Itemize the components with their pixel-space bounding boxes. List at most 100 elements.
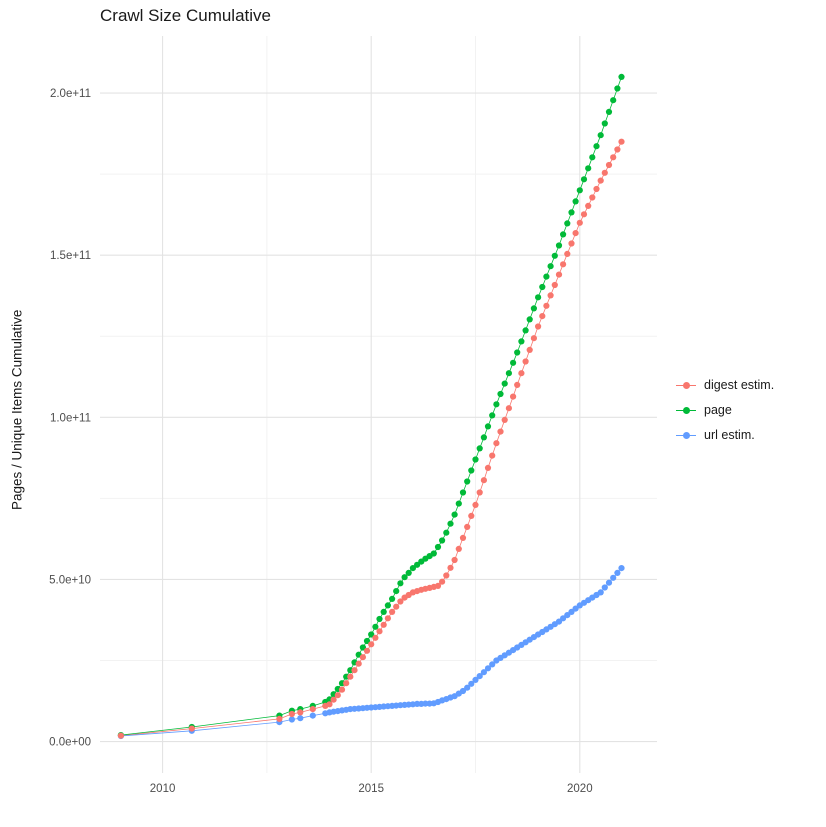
data-point (564, 220, 571, 227)
data-point (368, 641, 375, 648)
data-point (497, 390, 504, 398)
data-point (555, 242, 563, 249)
data-point (455, 500, 462, 507)
data-point (355, 660, 362, 667)
data-point (330, 696, 337, 703)
data-point (484, 423, 492, 430)
data-point (505, 405, 512, 412)
gridlines-major (100, 36, 657, 773)
data-point (585, 202, 592, 209)
data-point (468, 467, 475, 474)
data-point (522, 327, 529, 334)
data-point (543, 302, 550, 309)
data-point (343, 680, 350, 687)
data-point (380, 621, 387, 628)
data-point (384, 615, 391, 622)
data-point (547, 263, 554, 270)
data-point (501, 416, 508, 423)
data-point (564, 250, 571, 257)
data-point (414, 561, 421, 568)
data-point (276, 715, 283, 723)
data-point (430, 550, 437, 557)
data-point (397, 598, 404, 605)
chart-title: Crawl Size Cumulative (100, 6, 271, 25)
data-point (572, 605, 579, 612)
data-point (530, 305, 538, 312)
data-point (376, 615, 383, 623)
data-point (363, 647, 371, 654)
data-point (405, 569, 412, 577)
data-point (597, 589, 604, 596)
data-point (585, 165, 592, 172)
data-point (576, 219, 583, 226)
y-tick-label: 5.0e+10 (49, 574, 91, 586)
data-point (468, 680, 475, 687)
data-point (568, 209, 575, 216)
data-point (393, 588, 400, 595)
data-point (459, 534, 467, 542)
data-point (601, 120, 608, 127)
data-point (535, 323, 542, 330)
data-point (489, 412, 496, 419)
data-point (434, 543, 442, 551)
data-point (443, 572, 450, 579)
data-point (489, 661, 496, 668)
data-point (593, 185, 600, 193)
data-point (605, 161, 613, 169)
data-point (384, 602, 391, 609)
data-point (297, 715, 304, 722)
data-point (610, 574, 617, 581)
legend-item-page: page (676, 403, 774, 417)
data-point (601, 169, 608, 176)
legend-label-page: page (704, 403, 732, 417)
data-point (397, 580, 404, 587)
data-point (605, 579, 613, 586)
data-point (472, 456, 479, 463)
data-point (614, 569, 621, 577)
y-tick-label: 1.5e+11 (50, 250, 91, 262)
data-point (309, 706, 316, 713)
data-point (597, 177, 604, 184)
data-point (409, 565, 416, 572)
data-point (476, 673, 483, 680)
data-point (393, 603, 400, 610)
series-points-digest-estim (117, 138, 625, 739)
data-point (522, 358, 529, 365)
data-point (589, 154, 596, 161)
data-point (484, 665, 492, 672)
data-point (309, 712, 316, 719)
data-point (472, 676, 479, 684)
data-point (614, 85, 621, 92)
y-tick-label: 2.0e+11 (50, 88, 91, 100)
data-point (326, 701, 333, 708)
data-point (372, 634, 379, 641)
data-point (447, 520, 454, 527)
data-point (297, 709, 304, 716)
x-tick-label: 2020 (567, 783, 593, 795)
data-point (539, 283, 546, 291)
data-point (464, 478, 471, 485)
data-point (372, 623, 379, 630)
data-point (401, 574, 408, 581)
data-point (593, 143, 600, 150)
data-point (451, 511, 458, 518)
data-point (597, 132, 604, 139)
data-point (447, 564, 454, 571)
data-point (363, 637, 371, 645)
data-point (518, 338, 525, 345)
data-point (455, 545, 462, 553)
data-point (551, 252, 558, 259)
data-point (501, 380, 508, 387)
data-point (476, 489, 483, 496)
x-tick-label: 2010 (150, 783, 176, 795)
data-point (514, 349, 521, 356)
data-point (480, 477, 487, 484)
data-point (618, 73, 625, 80)
data-point (439, 537, 446, 544)
data-point (610, 97, 617, 104)
data-point (551, 281, 558, 289)
data-point (614, 146, 621, 153)
